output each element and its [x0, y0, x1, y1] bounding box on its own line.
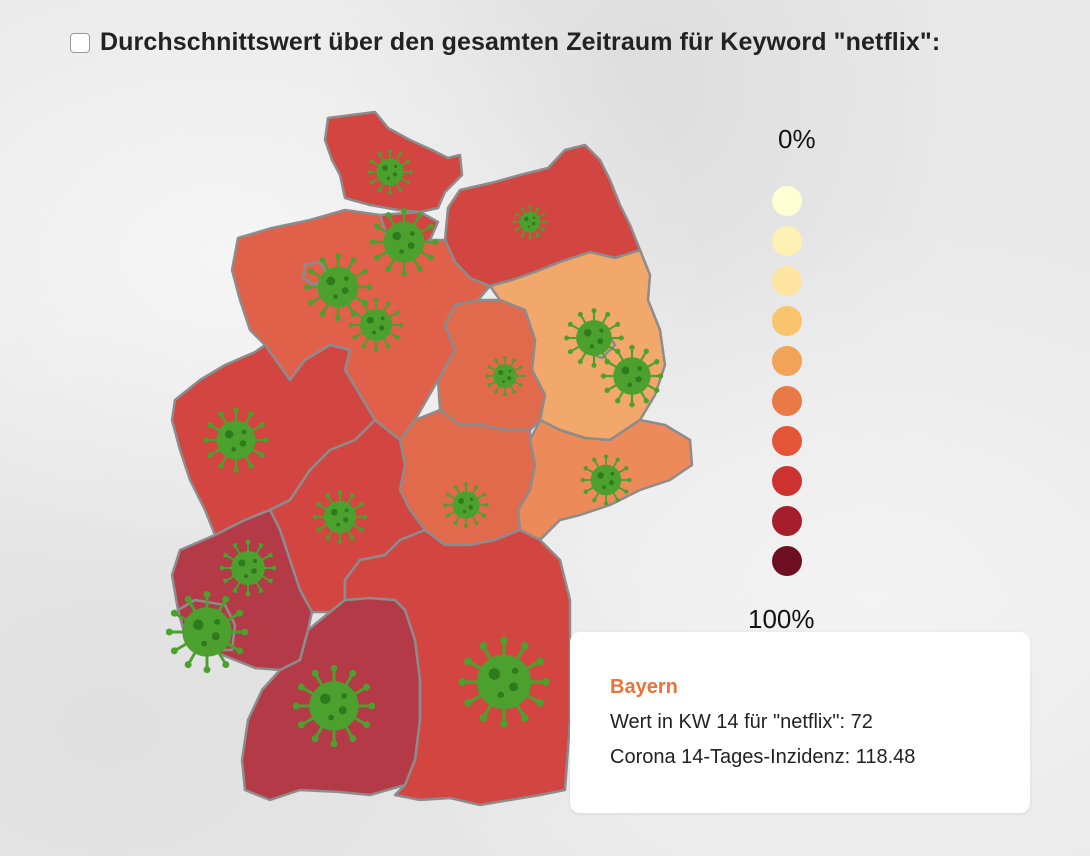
virus-icon: [165, 590, 249, 674]
legend-swatch: [772, 266, 802, 296]
legend-swatch: [772, 226, 802, 256]
region-bayern[interactable]: [343, 528, 572, 807]
region-sachsen-anhalt[interactable]: [436, 298, 547, 432]
legend-swatch: [772, 426, 802, 456]
average-checkbox[interactable]: [70, 32, 90, 53]
region-tooltip: Bayern Wert in KW 14 für "netflix": 72 C…: [570, 632, 1030, 813]
tooltip-value-line: Wert in KW 14 für "netflix": 72: [610, 711, 873, 733]
legend-swatch: [772, 506, 802, 536]
virus-icon: [458, 636, 550, 728]
virus-icon: [313, 490, 367, 544]
legend-min-label: 0%: [778, 124, 816, 154]
legend-swatch: [772, 186, 802, 216]
tooltip-state-name: Bayern: [610, 676, 678, 698]
header: Durchschnittswert über den gesamten Zeit…: [70, 28, 940, 57]
virus-icon: [512, 204, 548, 240]
legend-swatch: [772, 386, 802, 416]
virus-icon: [292, 664, 376, 748]
legend-swatch: [772, 546, 802, 576]
virus-icon: [203, 407, 269, 473]
virus-icon: [219, 539, 277, 597]
virus-icon: [580, 454, 632, 506]
tooltip-incidence-line: Corona 14-Tages-Inzidenz: 118.48: [610, 746, 916, 768]
virus-icon: [369, 207, 439, 277]
virus-icon: [600, 344, 664, 408]
virus-icon: [485, 356, 525, 396]
legend-swatch: [772, 466, 802, 496]
legend-swatch: [772, 306, 802, 336]
legend-max-label: 100%: [748, 604, 815, 634]
virus-icon: [443, 482, 489, 528]
virus-icon: [303, 252, 373, 322]
virus-markers: [165, 149, 664, 748]
page-title: Durchschnittswert über den gesamten Zeit…: [100, 28, 941, 56]
virus-icon: [349, 298, 403, 352]
legend-swatch: [772, 346, 802, 376]
virus-icon: [367, 149, 413, 195]
